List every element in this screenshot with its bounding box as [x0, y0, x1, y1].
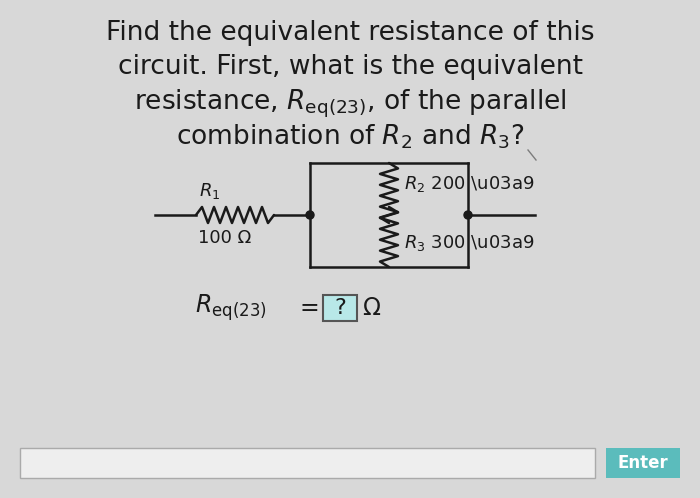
Text: Ω: Ω: [362, 296, 380, 320]
Text: $R_{\mathrm{eq(23)}}$: $R_{\mathrm{eq(23)}}$: [195, 293, 267, 323]
Text: $R_2$ 200 \u03a9: $R_2$ 200 \u03a9: [404, 174, 535, 194]
FancyBboxPatch shape: [323, 295, 357, 321]
Text: circuit. First, what is the equivalent: circuit. First, what is the equivalent: [118, 54, 582, 80]
FancyBboxPatch shape: [20, 448, 595, 478]
Text: Enter: Enter: [617, 454, 668, 472]
Text: combination of $R_2$ and $R_3$?: combination of $R_2$ and $R_3$?: [176, 122, 524, 150]
Text: resistance, $R_{\mathrm{eq(23)}}$, of the parallel: resistance, $R_{\mathrm{eq(23)}}$, of th…: [134, 88, 566, 121]
Text: Find the equivalent resistance of this: Find the equivalent resistance of this: [106, 20, 594, 46]
Text: 100 Ω: 100 Ω: [198, 229, 251, 247]
Text: =: =: [300, 296, 320, 320]
Circle shape: [464, 211, 472, 219]
Circle shape: [306, 211, 314, 219]
Text: $R_3$ 300 \u03a9: $R_3$ 300 \u03a9: [404, 233, 535, 253]
Text: $R_1$: $R_1$: [199, 181, 220, 201]
Text: ?: ?: [334, 298, 346, 318]
FancyBboxPatch shape: [606, 448, 680, 478]
